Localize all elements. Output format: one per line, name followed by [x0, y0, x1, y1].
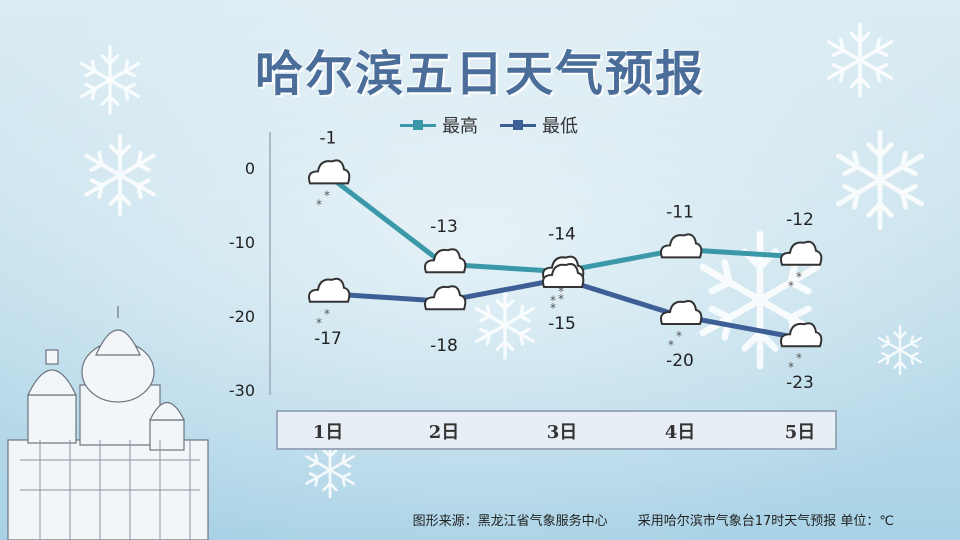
x-tick-label: 2日 — [429, 422, 460, 443]
svg-text:*: * — [558, 292, 564, 306]
y-tick-label: -10 — [229, 233, 255, 252]
svg-text:*: * — [796, 351, 802, 365]
chart-footer: 图形来源：黑龙江省气象服务中心 采用哈尔滨市气象台17时天气预报 单位：℃ — [413, 510, 894, 529]
legend-label-high: 最高 — [442, 116, 478, 137]
cloud-icon — [660, 233, 703, 259]
svg-text:*: * — [550, 294, 556, 308]
svg-text:*: * — [796, 270, 802, 284]
y-tick-label: -30 — [229, 381, 255, 400]
high-data-label: -13 — [430, 217, 458, 237]
source-credit: 图形来源：黑龙江省气象服务中心 — [412, 514, 608, 529]
low-data-label: -17 — [314, 329, 342, 349]
x-axis-band — [276, 410, 837, 450]
legend-marker-high — [400, 118, 436, 132]
x-tick-label: 4日 — [665, 422, 696, 443]
cloud-icon — [424, 248, 467, 274]
chart-title: 哈尔滨五日天气预报 — [254, 46, 705, 102]
svg-text:*: * — [788, 360, 794, 374]
svg-text:*: * — [316, 197, 322, 211]
snow-cloud-icon: ** — [308, 277, 351, 330]
svg-text:*: * — [668, 338, 674, 352]
y-tick-label: 0 — [245, 159, 255, 178]
legend-label-low: 最低 — [542, 116, 578, 137]
y-tick-label: -20 — [229, 307, 255, 326]
snow-cloud-icon: ** — [660, 300, 703, 352]
low-data-label: -18 — [430, 336, 458, 356]
legend-marker-low — [500, 118, 536, 132]
svg-text:*: * — [550, 301, 556, 315]
low-data-label: -23 — [786, 373, 814, 393]
high-data-label: -11 — [666, 202, 694, 222]
high-data-label: -1 — [320, 128, 337, 148]
low-data-label: -20 — [666, 351, 694, 371]
cloud-icon — [424, 285, 467, 311]
x-tick-label: 3日 — [547, 422, 578, 443]
high-data-label: -12 — [786, 210, 814, 230]
svg-text:*: * — [788, 279, 794, 293]
snow-cloud-icon: ** — [542, 263, 585, 315]
svg-text:*: * — [676, 329, 682, 343]
cathedral-illustration — [7, 306, 209, 540]
x-tick-label: 5日 — [785, 422, 816, 443]
high-data-label: -14 — [548, 225, 576, 245]
low-data-label: -15 — [548, 314, 576, 334]
legend-item-high: 最高 — [400, 112, 478, 138]
legend-item-low: 最低 — [500, 112, 578, 138]
snow-cloud-icon: ** — [780, 322, 823, 374]
snow-cloud-icon: ** — [780, 240, 823, 293]
snow-cloud-icon: ** — [308, 159, 351, 211]
svg-text:*: * — [316, 316, 322, 330]
svg-text:*: * — [324, 307, 330, 321]
x-tick-label: 1日 — [313, 422, 344, 443]
legend: 最高 最低 — [400, 112, 578, 138]
svg-text:*: * — [558, 285, 564, 299]
svg-text:*: * — [324, 188, 330, 202]
forecast-note: 采用哈尔滨市气象台17时天气预报 单位：℃ — [637, 514, 894, 529]
